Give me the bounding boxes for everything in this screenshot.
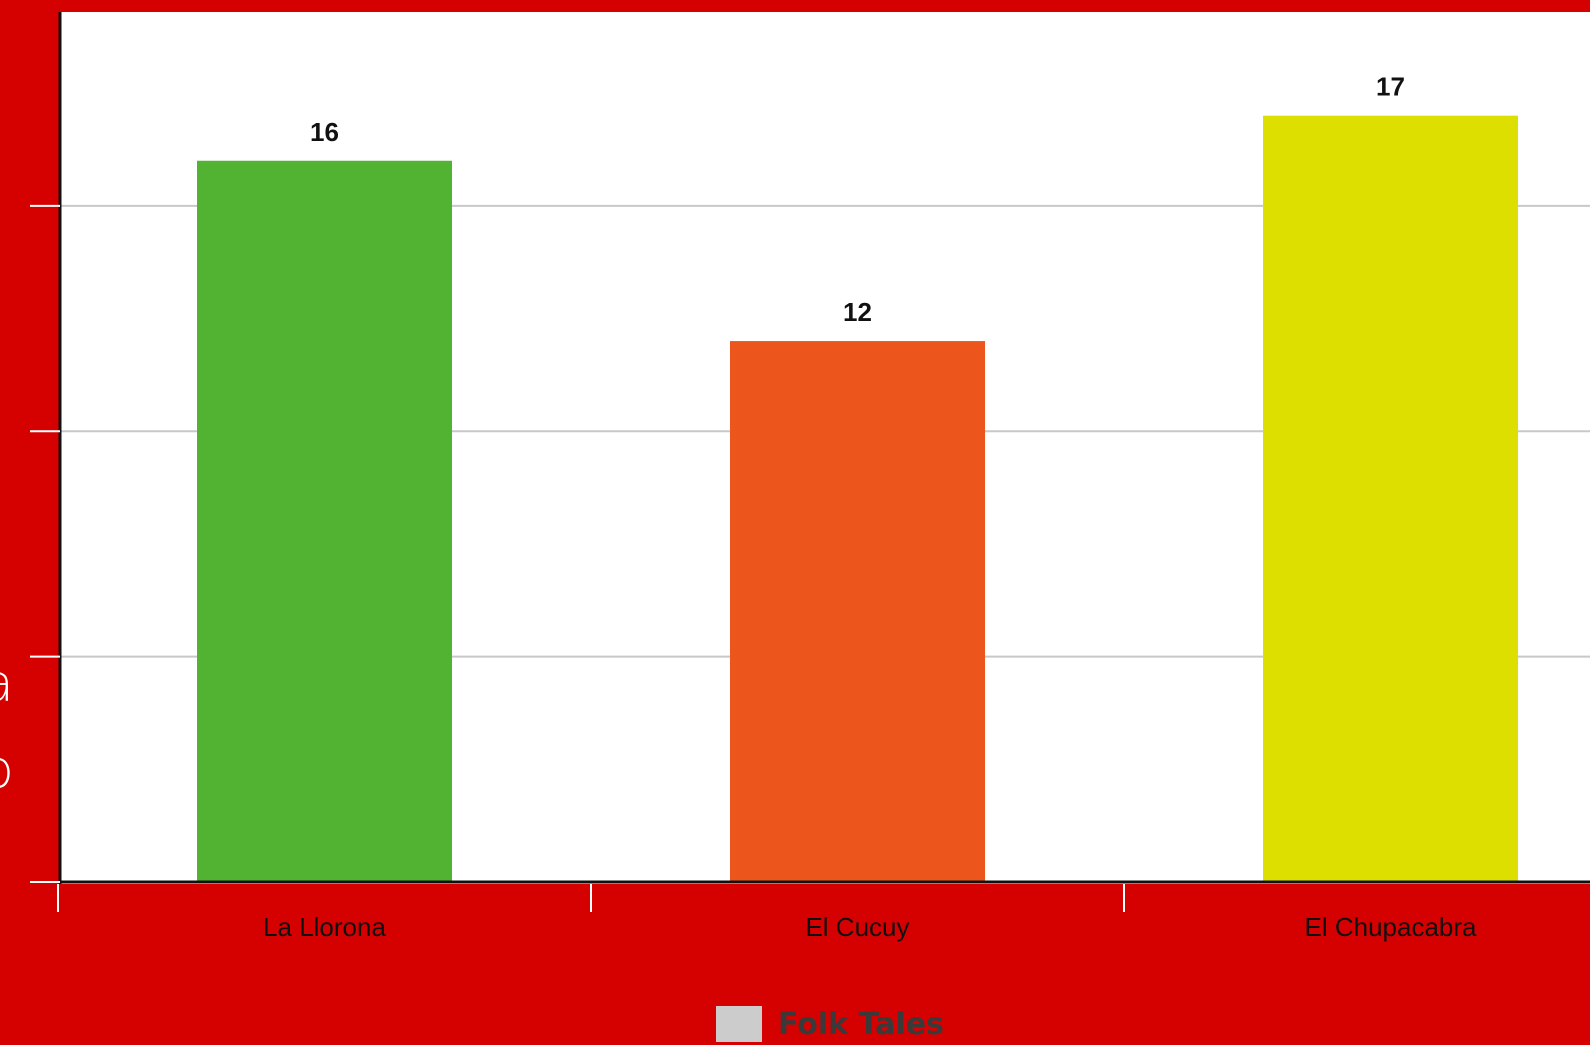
cropped-side-text-1: a [0, 658, 14, 710]
data-label-1: 12 [843, 297, 872, 327]
data-label-2: 17 [1376, 72, 1405, 102]
legend-swatch [716, 1006, 762, 1042]
data-labels: 16 12 17 [310, 72, 1405, 327]
bar-0 [197, 160, 452, 882]
axis-ticks [30, 204, 1125, 912]
legend-label: Folk Tales [778, 1006, 944, 1042]
data-label-0: 16 [310, 117, 339, 147]
x-tick-label-1: El Cucuy [805, 912, 909, 942]
x-tick-label-2: El Chupacabra [1305, 912, 1478, 942]
bar-1 [730, 341, 985, 882]
bar-2 [1263, 115, 1518, 882]
cropped-side-text-2: o [0, 744, 14, 796]
bars [197, 115, 1518, 882]
x-tick-labels: La Llorona El Cucuy El Chupacabra [263, 912, 1477, 942]
x-tick-label-0: La Llorona [263, 912, 386, 942]
legend[interactable]: Folk Tales [716, 1004, 944, 1044]
